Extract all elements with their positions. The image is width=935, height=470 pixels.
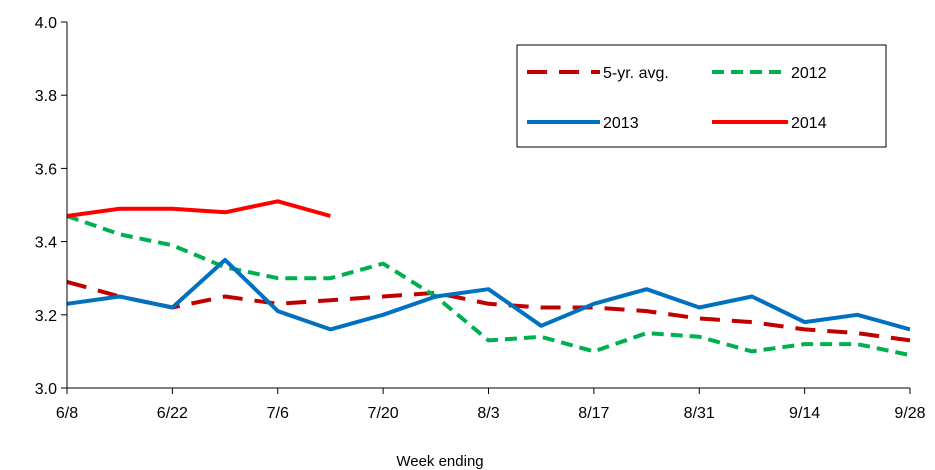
y-tick-label: 3.6 bbox=[35, 161, 57, 178]
series-lines bbox=[66, 199, 911, 358]
x-tick-label: 6/8 bbox=[56, 405, 78, 422]
y-tick-label: 4.0 bbox=[35, 15, 57, 32]
x-tick-label: 7/20 bbox=[368, 405, 399, 422]
x-tick-label: 7/6 bbox=[267, 405, 289, 422]
x-tick-label: 9/14 bbox=[789, 405, 820, 422]
series-line-3 bbox=[66, 199, 331, 218]
x-tick-label: 6/22 bbox=[157, 405, 188, 422]
x-tick-label: 9/28 bbox=[894, 405, 925, 422]
legend-box bbox=[516, 44, 887, 148]
legend-label-1: 2012 bbox=[791, 65, 827, 82]
x-axis-label: Week ending bbox=[396, 453, 483, 470]
y-tick-label: 3.2 bbox=[35, 308, 57, 325]
y-tick-label: 3.4 bbox=[35, 235, 57, 252]
series-line-2 bbox=[66, 257, 911, 332]
y-tick-label: 3.0 bbox=[35, 381, 57, 398]
x-tick-label: 8/3 bbox=[477, 405, 499, 422]
legend-label-3: 2014 bbox=[791, 115, 827, 132]
series-line-1 bbox=[66, 214, 911, 358]
x-axis-ticks: 6/8 6/22 7/6 7/20 8/3 8/17 8/31 9/14 9/28 bbox=[56, 388, 926, 422]
x-tick-label: 8/17 bbox=[578, 405, 609, 422]
legend-label-0: 5-yr. avg. bbox=[603, 65, 669, 82]
series-line-0 bbox=[66, 279, 911, 343]
legend: 5-yr. avg. 2012 2013 2014 bbox=[516, 44, 887, 148]
y-tick-label: 3.8 bbox=[35, 88, 57, 105]
legend-label-2: 2013 bbox=[603, 115, 639, 132]
x-tick-label: 8/31 bbox=[684, 405, 715, 422]
y-axis-ticks: 3.0 3.2 3.4 3.6 3.8 4.0 bbox=[35, 15, 67, 398]
